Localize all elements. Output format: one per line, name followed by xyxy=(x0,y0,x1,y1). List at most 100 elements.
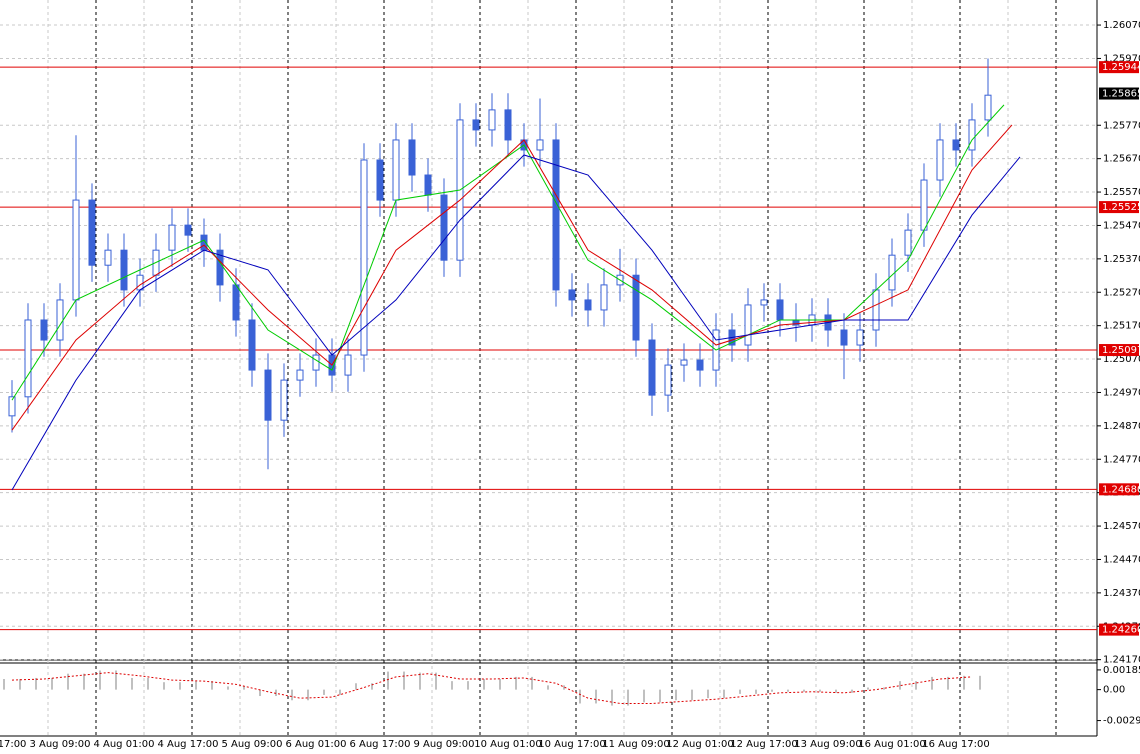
histogram-bar xyxy=(563,685,565,690)
y-tick-label: 1.25170 xyxy=(1103,321,1140,332)
level-label-box xyxy=(1099,483,1139,496)
histogram-bar xyxy=(547,685,549,690)
histogram-bar xyxy=(35,677,37,690)
histogram-bar xyxy=(691,689,693,701)
candle-body xyxy=(360,159,368,356)
moving-average xyxy=(11,124,1013,431)
x-tick-label: 16 Aug 17:00 xyxy=(922,739,989,750)
candle-body xyxy=(680,359,688,366)
candle-body xyxy=(984,94,992,121)
y-tick-label: 1.24970 xyxy=(1103,387,1140,398)
candle-body xyxy=(264,369,272,421)
y-tick-label: 1.25970 xyxy=(1103,53,1140,64)
level-label-box xyxy=(1099,201,1139,214)
histogram-bar xyxy=(611,689,613,706)
y-tick-label: 1.24170 xyxy=(1103,655,1140,666)
histogram-bar xyxy=(131,677,133,690)
histogram-bar xyxy=(99,670,101,690)
x-tick-label: 13 Aug 09:00 xyxy=(794,739,861,750)
level-label-box xyxy=(1099,344,1139,357)
candle-body xyxy=(536,139,544,151)
candle-body xyxy=(504,109,512,141)
candle-body xyxy=(88,199,96,266)
histogram-bar xyxy=(899,681,901,690)
candle-body xyxy=(648,339,656,396)
candle-body xyxy=(664,364,672,396)
x-tick-label: 5 Aug 09:00 xyxy=(221,739,282,750)
histogram-bar xyxy=(643,689,645,703)
histogram-bar xyxy=(675,689,677,701)
histogram-bar xyxy=(419,672,421,690)
histogram-bar xyxy=(179,682,181,690)
candle-body xyxy=(344,354,352,376)
histogram-bar xyxy=(435,672,437,690)
histogram-bar xyxy=(819,689,821,692)
histogram-bar xyxy=(803,689,805,692)
candle-body xyxy=(840,329,848,346)
histogram-bar xyxy=(339,689,341,695)
histogram-bar xyxy=(755,689,757,694)
candle-body xyxy=(168,224,176,251)
histogram-bar xyxy=(627,689,629,706)
histogram-bar xyxy=(467,681,469,690)
histogram-bar xyxy=(883,687,885,690)
histogram-bar xyxy=(979,675,981,690)
histogram-bar xyxy=(483,679,485,690)
candle-body xyxy=(776,299,784,321)
candle-body xyxy=(408,139,416,176)
histogram-bar xyxy=(291,689,293,701)
histogram-bar xyxy=(371,683,373,690)
histogram-bar xyxy=(243,686,245,690)
histogram-bar xyxy=(787,689,789,692)
y-tick-label: 1.25570 xyxy=(1103,187,1140,198)
x-tick-label: 4 Aug 17:00 xyxy=(157,739,218,750)
level-label-box xyxy=(1099,61,1139,74)
histogram-bar xyxy=(307,689,309,701)
histogram-bar xyxy=(323,689,325,695)
histogram-bar xyxy=(515,676,517,690)
histogram-bar xyxy=(211,681,213,690)
candle-body xyxy=(8,396,16,417)
price-label: 1.25865 xyxy=(1102,89,1140,100)
candle-body xyxy=(232,284,240,321)
histogram-bar xyxy=(195,681,197,690)
histogram-bar xyxy=(659,689,661,703)
histogram-bar xyxy=(947,676,949,690)
x-tick-label: 11 Aug 09:00 xyxy=(602,739,669,750)
histogram-bar xyxy=(163,682,165,690)
y-tick-label: 1.24570 xyxy=(1103,521,1140,532)
level-label: 1.25944 xyxy=(1102,62,1140,73)
candle-body xyxy=(248,319,256,371)
y-tick-label: 0.00 xyxy=(1103,685,1125,696)
histogram-bar xyxy=(227,686,229,690)
level-label: 1.24260 xyxy=(1102,625,1140,636)
histogram-bar xyxy=(259,689,261,697)
level-label: 1.25525 xyxy=(1102,202,1140,213)
histogram-bar xyxy=(915,681,917,690)
candle-body xyxy=(424,174,432,196)
candle-body xyxy=(40,319,48,341)
histogram-bar xyxy=(739,689,741,694)
candle-body xyxy=(312,354,320,371)
x-tick-label: 12 Aug 17:00 xyxy=(730,739,797,750)
candle-body xyxy=(392,139,400,201)
candle-body xyxy=(376,159,384,201)
signal-line xyxy=(11,672,973,704)
histogram-bar xyxy=(835,689,837,693)
histogram-bar xyxy=(963,675,965,690)
candle-body xyxy=(488,109,496,131)
x-tick-label: 9 Aug 09:00 xyxy=(413,739,474,750)
histogram-bar xyxy=(771,689,773,692)
x-tick-label: 3 Aug 09:00 xyxy=(29,739,90,750)
candle-body xyxy=(872,289,880,331)
level-label-box xyxy=(1099,623,1139,636)
candle-body xyxy=(968,119,976,151)
grid xyxy=(0,0,1098,737)
axis: 1.26070 1.25970 1.25770 1.25670 1.25570 1.254… xyxy=(0,20,1140,750)
candle-body xyxy=(24,319,32,398)
y-tick-label: 1.25070 xyxy=(1103,354,1140,365)
histogram-bar xyxy=(595,689,597,704)
candle-body xyxy=(584,299,592,311)
y-tick-label: 1.24770 xyxy=(1103,454,1140,465)
